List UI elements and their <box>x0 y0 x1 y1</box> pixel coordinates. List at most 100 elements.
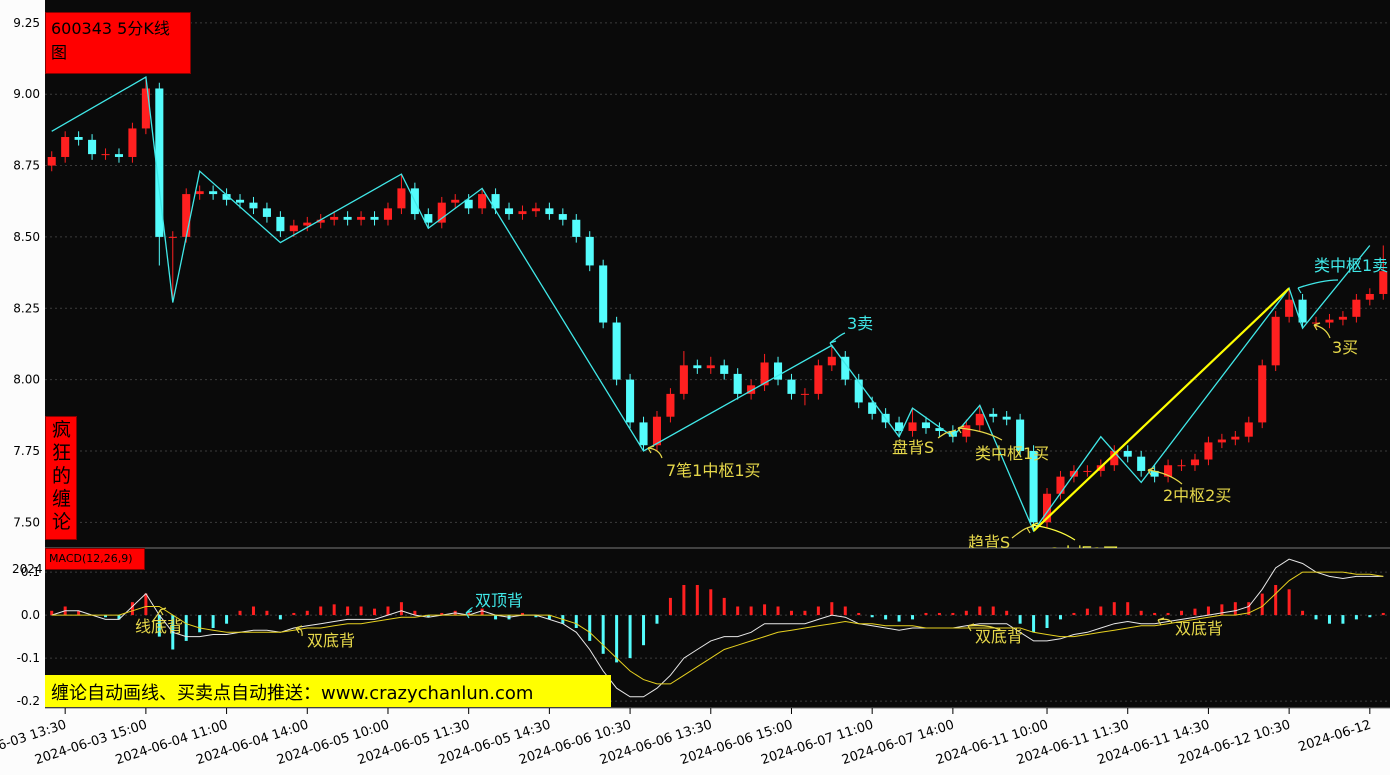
candle-body <box>1164 465 1173 477</box>
macd-bar <box>991 606 995 616</box>
macd-bar <box>964 610 968 616</box>
macd-bar <box>440 612 444 616</box>
annotation-arrow <box>967 623 1001 632</box>
candle-body <box>989 413 998 417</box>
annotation: 类中枢1卖 <box>1314 256 1388 275</box>
macd-bar <box>1166 612 1170 616</box>
y-tick-label: 8.00 <box>13 373 40 387</box>
candle-body <box>88 139 97 155</box>
macd-bar <box>803 610 807 616</box>
macd-bar <box>386 606 390 616</box>
candle-body <box>504 208 514 215</box>
candle-body <box>383 208 393 220</box>
macd-bar <box>413 610 417 616</box>
candle-body <box>841 356 850 380</box>
candle-body <box>330 216 339 220</box>
macd-bar <box>601 615 605 654</box>
candle-body <box>935 428 944 431</box>
annotation: 2中枢2买 <box>1163 486 1231 505</box>
macd-bar <box>225 615 229 624</box>
macd-bar <box>467 610 471 616</box>
candle-body <box>222 194 231 200</box>
macd-bar <box>937 612 941 616</box>
candle-body <box>437 202 446 223</box>
plot-background <box>45 0 1390 708</box>
candle-body <box>1352 299 1361 317</box>
candle-body <box>720 365 729 374</box>
candle-body <box>424 214 433 223</box>
macd-bar <box>480 608 484 616</box>
y-tick-label: 0.0 <box>21 608 40 622</box>
candle-body <box>1204 442 1213 460</box>
candle-body <box>1190 459 1200 466</box>
y-tick-label: 7.50 <box>13 515 40 529</box>
macd-bar <box>763 604 767 616</box>
candle-body <box>962 425 971 437</box>
candle-body <box>357 216 366 220</box>
y-tick-label: 8.75 <box>13 159 40 173</box>
candle-body <box>612 322 621 380</box>
annotation-arrow <box>1031 522 1076 541</box>
macd-bar <box>588 615 592 641</box>
candle-body <box>316 219 325 223</box>
side-label: 疯狂的缠论 <box>45 416 77 540</box>
annotation: 2中枢1买 <box>1050 544 1118 563</box>
macd-bar <box>1112 602 1116 616</box>
candle-body <box>1123 450 1132 457</box>
macd-bar <box>897 615 901 622</box>
macd-bar <box>776 606 780 616</box>
candle-body <box>1137 456 1146 471</box>
candle-body <box>1244 422 1253 437</box>
macd-bar <box>426 615 430 618</box>
macd-bar <box>1301 610 1305 616</box>
candle-body <box>235 199 245 203</box>
macd-bar <box>870 615 874 618</box>
candle-body <box>1325 319 1334 323</box>
annotation-arrow <box>829 332 846 349</box>
annotation: 双顶背 <box>475 591 523 610</box>
annotation-arrow <box>295 625 303 637</box>
candle-body <box>195 191 204 195</box>
candle-body <box>666 393 675 417</box>
macd-bar <box>615 615 619 663</box>
candle-body <box>1365 293 1374 300</box>
candle-body <box>787 379 796 394</box>
candle-body <box>1338 316 1347 320</box>
macd-bar <box>951 612 955 616</box>
y-tick-label: -0.2 <box>17 694 40 708</box>
annotation-arrow <box>957 425 1003 441</box>
axis-note: 2024 <box>12 562 43 576</box>
candle-body <box>262 208 271 217</box>
macd-bar <box>1233 602 1237 616</box>
macd-bar <box>1260 593 1264 616</box>
macd-bar <box>211 615 215 628</box>
candle-body <box>733 373 742 394</box>
macd-bar <box>399 602 403 616</box>
macd-bar <box>50 610 54 616</box>
candle-body <box>975 413 984 426</box>
macd-bar <box>1045 615 1049 628</box>
candle-body <box>585 236 594 266</box>
macd-bar <box>198 615 202 633</box>
macd-bar <box>520 612 524 616</box>
macd-bar <box>857 612 861 616</box>
macd-bar <box>494 615 498 620</box>
candle-body <box>1002 416 1011 420</box>
macd-bar <box>373 608 377 616</box>
annotation: 3买 <box>1332 338 1358 357</box>
candle-body <box>1258 365 1267 423</box>
annotation: 7笔1中枢1买 <box>666 461 761 480</box>
annotation: 3卖 <box>847 314 873 333</box>
macd-bar <box>1206 606 1210 616</box>
annotation: 双底背 <box>307 631 355 650</box>
candle-body <box>61 137 70 157</box>
macd-bar <box>184 615 188 641</box>
candle-body <box>1298 299 1307 323</box>
candle-body <box>854 379 863 403</box>
y-tick-label: 7.75 <box>13 444 40 458</box>
macd-bar <box>911 615 915 620</box>
macd-bar <box>332 604 336 616</box>
macd-bar <box>574 615 578 628</box>
candle-body <box>895 422 904 431</box>
candle-body <box>1231 436 1240 440</box>
